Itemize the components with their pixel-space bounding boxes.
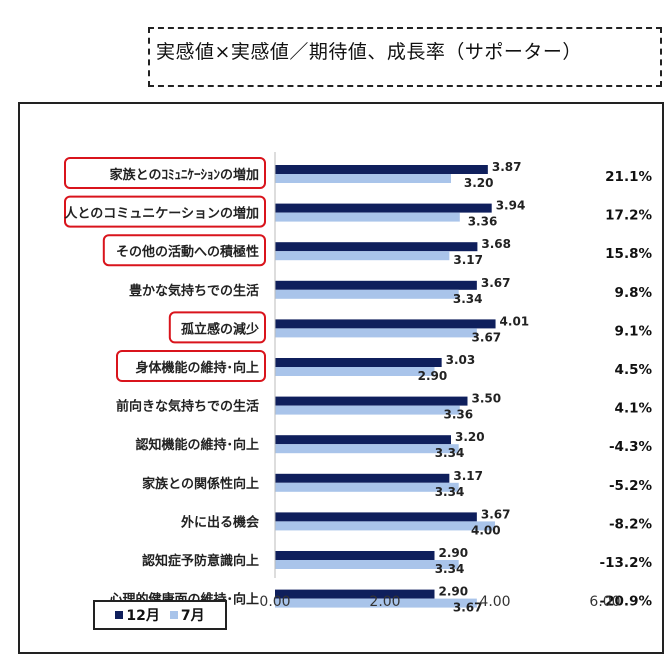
bar-7-month [275,521,495,531]
bar-12-month [275,242,478,252]
value-label-12-month: 3.87 [492,160,522,174]
value-label-7-month: 3.36 [444,408,474,422]
growth-rate-label: -4.3% [609,439,653,455]
growth-rate-label: 9.8% [615,285,653,301]
category-label: 外に出る機会 [180,514,260,530]
value-label-12-month: 3.67 [481,507,511,521]
growth-rate-label: 4.1% [615,401,653,417]
x-tick-label: 0.00 [259,594,290,610]
legend-swatch-jul [169,611,178,619]
bar-12-month [275,473,450,483]
legend-swatch-dec [115,611,124,619]
bar-12-month [275,280,477,290]
category-label: 前向きな気持ちでの生活 [116,399,259,415]
bar-12-month [275,165,488,174]
bar-12-month [275,203,492,213]
value-label-12-month: 2.90 [439,585,469,599]
category-label: 家族との関係性向上 [142,476,259,492]
bar-12-month [275,358,442,367]
value-label-7-month: 3.20 [464,176,494,190]
value-label-12-month: 3.17 [453,469,483,483]
bar-12-month [275,396,468,406]
bar-7-month [275,174,451,183]
bar-12-month [275,589,435,599]
legend-label-dec: 12月 [126,608,160,624]
category-label: 孤立感の減少 [181,321,259,337]
growth-rate-label: -20.9% [600,594,653,610]
bar-7-month [275,212,460,222]
chart-header-box: 実感値×実感値／期待値、成長率（サポーター） [148,27,662,87]
growth-rate-label: -5.2% [609,478,653,494]
bar-7-month [275,482,459,492]
value-label-7-month: 3.34 [435,562,465,576]
value-label-7-month: 3.34 [435,485,465,499]
legend-item-jul: 7月 [169,605,205,625]
value-label-7-month: 2.90 [418,369,448,383]
chart-legend: 12月 7月 [93,600,227,630]
bar-7-month [275,289,459,299]
value-label-12-month: 4.01 [500,314,530,328]
growth-rate-label: 17.2% [605,208,652,224]
x-tick-label: 4.00 [479,594,510,610]
bar-12-month [275,512,477,522]
highlight-box [102,234,266,267]
bar-7-month [275,444,459,454]
highlight-box [168,311,266,344]
growth-rate-label: -8.2% [609,516,653,532]
bar-7-month [275,367,435,376]
category-label: 家族とのｺﾐｭﾆｹｰｼｮﾝの増加 [110,167,259,183]
category-label: 身体機能の維持･向上 [135,360,259,376]
value-label-7-month: 3.34 [453,292,483,306]
value-label-7-month: 3.67 [472,330,502,344]
bar-7-month [275,598,477,608]
bar-7-month [275,560,459,569]
bar-7-month [275,328,477,338]
value-label-12-month: 2.90 [439,546,469,560]
x-tick-label: 6.00 [589,594,620,610]
category-label: その他の活動への積極性 [116,244,259,260]
growth-rate-label: 4.5% [615,362,653,378]
value-label-12-month: 3.50 [472,392,502,406]
value-label-12-month: 3.94 [496,199,526,213]
legend-item-dec: 12月 [115,605,160,625]
category-label: 認知症予防意識向上 [142,553,259,569]
growth-rate-label: 21.1% [605,169,652,185]
legend-label-jul: 7月 [180,608,205,624]
bar-7-month [275,405,460,415]
highlight-box [64,195,266,228]
growth-rate-label: 15.8% [605,246,652,262]
value-label-7-month: 3.17 [453,253,483,267]
value-label-12-month: 3.67 [481,276,511,290]
bar-12-month [275,319,496,329]
bar-12-month [275,551,435,560]
highlight-box [64,157,266,189]
value-label-7-month: 4.00 [471,523,501,537]
value-label-7-month: 3.36 [468,215,498,229]
growth-rate-label: -13.2% [600,555,653,571]
value-label-12-month: 3.68 [481,237,511,251]
bar-12-month [275,435,451,445]
page-title: 実感値×実感値／期待値、成長率（サポーター） [156,41,582,63]
value-label-7-month: 3.34 [435,446,465,460]
highlight-box [116,350,266,382]
category-label: 豊かな気持ちでの生活 [129,283,259,299]
growth-rate-label: 9.1% [615,323,653,339]
category-label: 認知機能の維持･向上 [135,437,259,453]
value-label-12-month: 3.03 [446,353,476,367]
value-label-7-month: 3.67 [453,601,483,615]
category-label: 人とのコミュニケーションの増加 [64,206,259,222]
value-label-12-month: 3.20 [455,430,485,444]
bar-7-month [275,251,450,261]
x-tick-label: 2.00 [369,594,400,610]
